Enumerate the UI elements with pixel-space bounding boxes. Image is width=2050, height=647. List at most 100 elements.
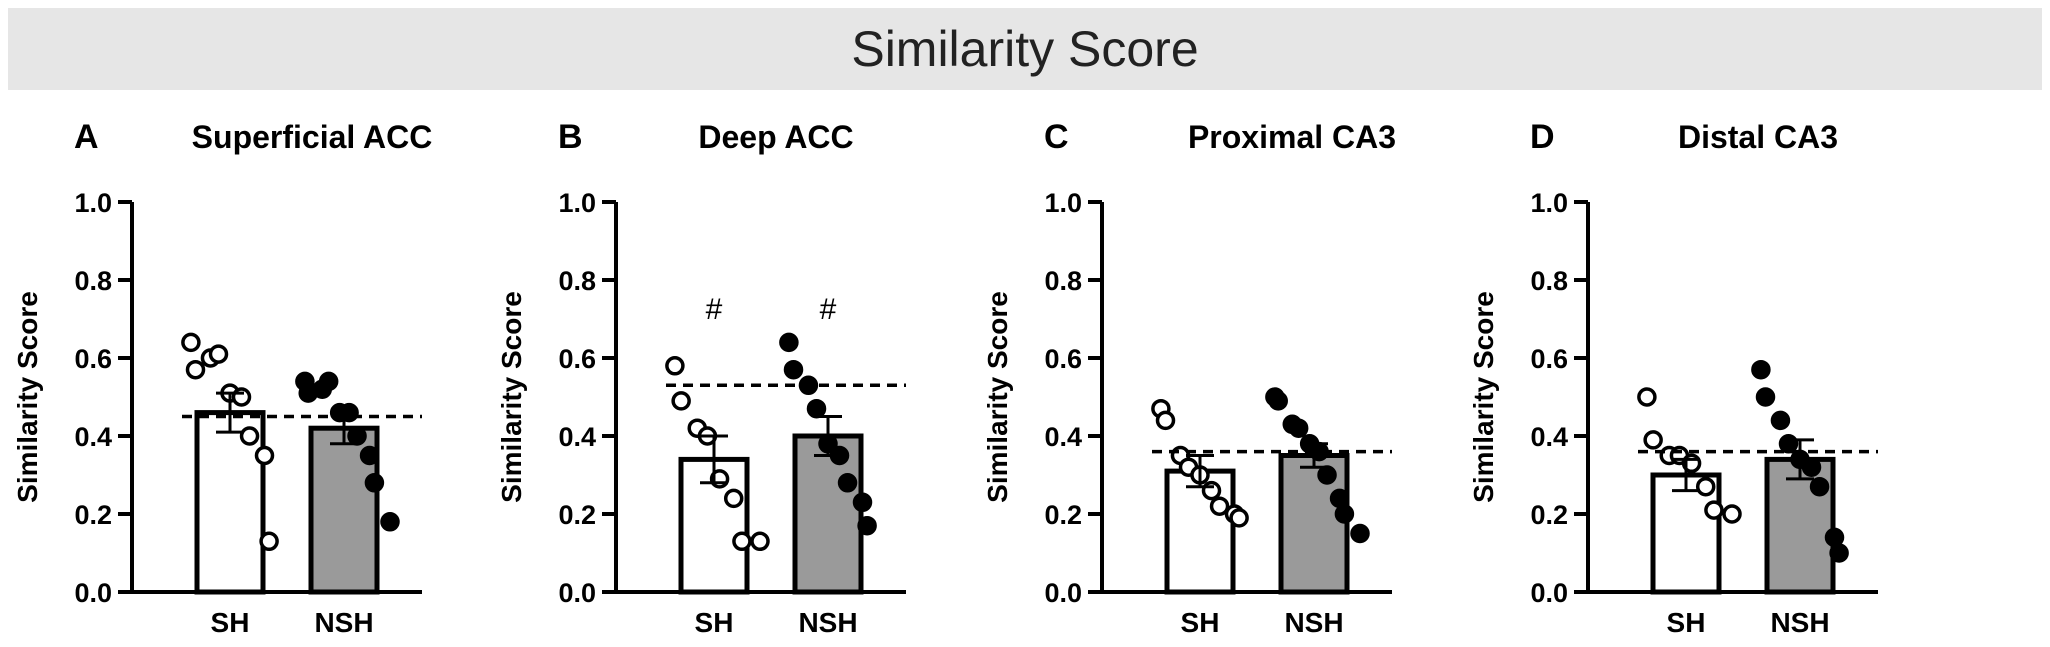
x-tick-label: NSH bbox=[1284, 607, 1343, 638]
x-tick-label: NSH bbox=[314, 607, 373, 638]
y-tick-label: 0.8 bbox=[1530, 266, 1568, 296]
y-tick-label: 0.2 bbox=[1044, 500, 1082, 530]
data-point-nsh bbox=[1751, 359, 1771, 380]
panel-letter: D bbox=[1530, 118, 1555, 156]
y-axis-label: Similarity Score bbox=[496, 291, 527, 503]
bar-nsh bbox=[792, 433, 864, 595]
banner-title: Similarity Score bbox=[851, 21, 1199, 77]
data-point-nsh bbox=[783, 359, 804, 380]
bar-sh bbox=[1164, 468, 1236, 595]
y-tick-label: 0.0 bbox=[1044, 578, 1082, 608]
panel-letter: A bbox=[74, 118, 99, 156]
data-point-nsh bbox=[1809, 476, 1830, 497]
significance-mark: # bbox=[706, 293, 723, 326]
y-tick-label: 0.6 bbox=[1044, 344, 1082, 374]
data-point-nsh bbox=[837, 473, 858, 493]
y-axis-label: Similarity Score bbox=[982, 291, 1013, 503]
data-point-nsh bbox=[347, 426, 367, 446]
y-tick-label: 0.0 bbox=[558, 578, 596, 608]
y-tick-label: 0.0 bbox=[1530, 578, 1568, 608]
y-axis-label: Similarity Score bbox=[12, 291, 43, 503]
x-tick-label: SH bbox=[1667, 607, 1706, 638]
y-tick-label: 0.8 bbox=[1044, 266, 1082, 296]
data-point-sh bbox=[671, 391, 691, 411]
figure-banner: Similarity Score bbox=[8, 8, 2042, 90]
data-point-nsh bbox=[1778, 434, 1799, 454]
significance-mark: # bbox=[820, 293, 837, 326]
panel-c: C Proximal CA3 Similarity Score 0.0 0.2 0.4 0.… bbox=[982, 118, 1396, 638]
y-tick-label: 1.0 bbox=[74, 188, 112, 218]
data-point-nsh bbox=[1350, 523, 1370, 544]
y-tick-label: 0.4 bbox=[1044, 422, 1082, 452]
data-point-nsh bbox=[1824, 527, 1845, 548]
data-point-nsh bbox=[1334, 504, 1355, 524]
panel-a: A Superficial ACC Similarity Score 0.0 0.2 0.… bbox=[12, 118, 432, 638]
y-tick-label: 0.2 bbox=[74, 500, 112, 530]
data-point-nsh bbox=[364, 473, 385, 493]
panel-title: Superficial ACC bbox=[192, 119, 433, 155]
panel-title: Distal CA3 bbox=[1678, 119, 1838, 155]
data-point-sh bbox=[254, 445, 275, 466]
data-point-nsh bbox=[852, 492, 873, 513]
data-point-nsh bbox=[359, 445, 380, 466]
data-point-nsh bbox=[1829, 543, 1849, 563]
data-point-sh bbox=[1722, 504, 1742, 524]
data-point-sh bbox=[239, 426, 260, 446]
data-point-sh bbox=[723, 488, 744, 509]
y-tick-label: 0.4 bbox=[558, 422, 596, 452]
bar-nsh bbox=[1278, 453, 1350, 595]
y-tick-label: 0.6 bbox=[1530, 344, 1568, 374]
y-tick-label: 1.0 bbox=[558, 188, 596, 218]
y-tick-label: 0.6 bbox=[558, 344, 596, 374]
data-point-sh bbox=[1209, 496, 1230, 516]
y-tick-label: 0.6 bbox=[74, 344, 112, 374]
panel-title: Deep ACC bbox=[698, 119, 853, 155]
y-tick-label: 1.0 bbox=[1530, 188, 1568, 218]
data-point-nsh bbox=[1770, 410, 1791, 431]
y-tick-label: 0.4 bbox=[1530, 422, 1568, 452]
data-point-sh bbox=[1201, 480, 1222, 501]
data-point-nsh bbox=[806, 398, 827, 419]
data-point-nsh bbox=[779, 332, 799, 353]
x-tick-label: NSH bbox=[1770, 607, 1829, 638]
data-point-sh bbox=[665, 356, 685, 376]
data-point-nsh bbox=[1329, 488, 1350, 509]
data-point-sh bbox=[732, 531, 752, 552]
y-axis-label: Similarity Score bbox=[1468, 291, 1499, 503]
y-tick-label: 0.8 bbox=[558, 266, 596, 296]
x-tick-label: SH bbox=[1181, 607, 1220, 638]
y-tick-label: 0.0 bbox=[74, 578, 112, 608]
data-point-nsh bbox=[380, 512, 400, 532]
y-tick-label: 0.8 bbox=[74, 266, 112, 296]
data-point-sh bbox=[231, 387, 252, 407]
data-point-nsh bbox=[1288, 418, 1309, 438]
x-tick-label: SH bbox=[211, 607, 250, 638]
x-tick-label: NSH bbox=[798, 607, 857, 638]
data-point-nsh bbox=[1268, 391, 1288, 411]
panel-b: B Deep ACC Similarity Score 0.0 0.2 0.4 0.6 0.8… bbox=[496, 118, 906, 638]
data-point-sh bbox=[750, 531, 770, 552]
data-point-sh bbox=[1155, 410, 1176, 431]
data-point-nsh bbox=[1317, 465, 1337, 485]
data-point-sh bbox=[208, 344, 229, 364]
data-point-sh bbox=[1637, 387, 1657, 407]
data-point-sh bbox=[1704, 500, 1724, 520]
data-point-sh bbox=[181, 332, 201, 353]
panel-title: Proximal CA3 bbox=[1188, 119, 1396, 155]
data-point-sh bbox=[1695, 476, 1716, 497]
data-point-nsh bbox=[1755, 387, 1776, 407]
y-tick-label: 1.0 bbox=[1044, 188, 1082, 218]
data-point-nsh bbox=[857, 515, 877, 536]
y-tick-label: 0.2 bbox=[558, 500, 596, 530]
data-point-sh bbox=[259, 531, 279, 552]
panel-letter: C bbox=[1044, 118, 1069, 156]
data-point-nsh bbox=[1801, 457, 1822, 477]
data-point-sh bbox=[1229, 508, 1249, 528]
data-point-sh bbox=[185, 359, 206, 380]
y-tick-label: 0.2 bbox=[1530, 500, 1568, 530]
panel-d: D Distal CA3 Similarity Score 0.0 0.2 0.4 0.6 0… bbox=[1468, 118, 1878, 638]
panel-letter: B bbox=[558, 118, 583, 156]
x-tick-label: SH bbox=[695, 607, 734, 638]
data-point-sh bbox=[1643, 430, 1663, 450]
